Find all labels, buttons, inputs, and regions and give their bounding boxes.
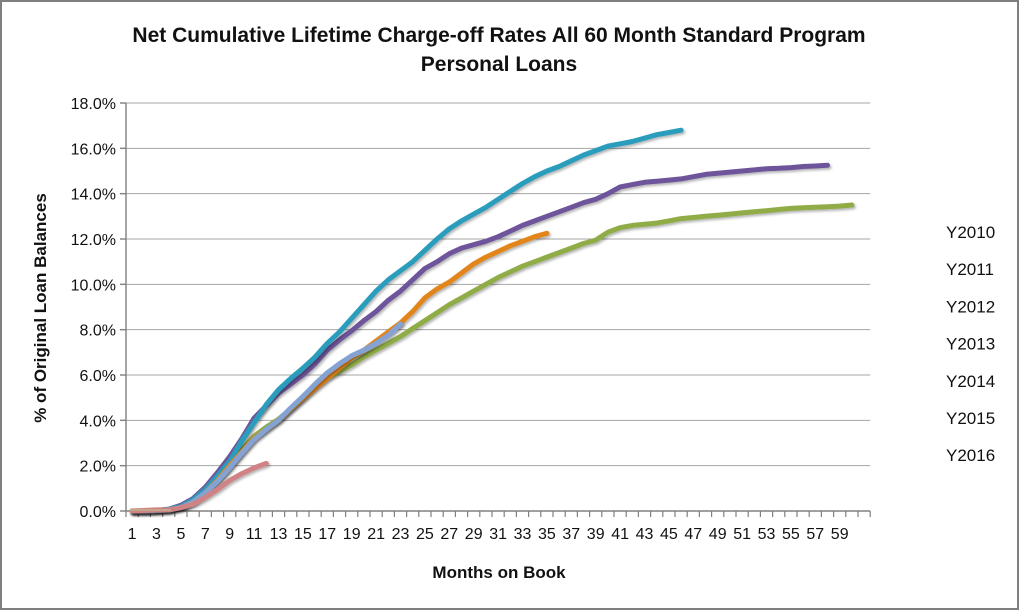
x-tick-label: 45: [660, 526, 678, 543]
legend: Y2010 Y2011 Y2012 Y2013 Y2014 Y2015 Y2016: [894, 223, 995, 465]
x-tick-label: 55: [782, 526, 800, 543]
y-tick-label: 4.0%: [80, 413, 116, 430]
x-tick-label: 5: [176, 526, 185, 543]
x-axis-title: Months on Book: [432, 563, 566, 582]
legend-item-Y2010: Y2010: [894, 223, 995, 242]
x-tick-label: 49: [709, 526, 727, 543]
gridlines: [126, 102, 871, 467]
x-tick-label: 11: [246, 526, 263, 543]
y-tick-label: 12.0%: [71, 232, 116, 249]
legend-label-Y2013: Y2013: [946, 335, 995, 354]
legend-item-Y2014: Y2014: [894, 372, 995, 391]
series-line-Y2010: [129, 202, 855, 514]
chart-title-line2: Personal Loans: [421, 53, 577, 76]
legend-label-Y2012: Y2012: [946, 297, 995, 316]
x-tick-label: 9: [225, 526, 234, 543]
x-tick-label: 33: [514, 526, 532, 543]
legend-item-Y2012: Y2012: [894, 297, 995, 316]
y-tick-label: 16.0%: [71, 141, 116, 158]
x-tick-label: 21: [367, 526, 385, 543]
tick-labels: 0.0% 2.0% 4.0% 6.0% 8.0% 10.0% 12.0% 14.0% 16.0%…: [71, 96, 849, 543]
legend-item-Y2016: Y2016: [894, 446, 995, 465]
x-tick-label: 53: [758, 526, 776, 543]
x-tick-label: 23: [392, 526, 410, 543]
x-tick-label: 37: [562, 526, 580, 543]
y-axis-title: % of Original Loan Balances: [31, 193, 50, 423]
x-tick-label: 41: [611, 526, 629, 543]
y-tick-label: 14.0%: [71, 187, 116, 204]
x-tick-label: 35: [538, 526, 556, 543]
legend-item-Y2015: Y2015: [894, 409, 995, 428]
x-tick-label: 3: [152, 526, 161, 543]
y-tick-label: 10.0%: [71, 277, 116, 294]
x-tick-label: 27: [440, 526, 458, 543]
series-line-Y2015: [129, 460, 269, 514]
series-line-Y2014: [129, 321, 403, 514]
x-tick-label: 17: [318, 526, 336, 543]
y-tick-label: 18.0%: [71, 96, 116, 113]
chart-title-line1: Net Cumulative Lifetime Charge-off Rates…: [132, 24, 865, 47]
legend-label-Y2010: Y2010: [946, 223, 995, 242]
legend-item-Y2013: Y2013: [894, 335, 995, 354]
y-tick-label: 0.0%: [80, 504, 116, 521]
x-tick-label: 15: [294, 526, 312, 543]
x-tick-label: 7: [201, 526, 210, 543]
data-series: [129, 127, 855, 514]
x-tick-label: 57: [806, 526, 824, 543]
x-tick-label: 1: [128, 526, 137, 543]
axes: [120, 102, 871, 517]
x-tick-label: 59: [831, 526, 849, 543]
x-tick-label: 47: [684, 526, 702, 543]
legend-label-Y2011: Y2011: [946, 260, 994, 279]
y-tick-label: 6.0%: [80, 368, 116, 385]
x-tick-label: 51: [733, 526, 751, 543]
x-tick-label: 31: [489, 526, 507, 543]
x-tick-label: 39: [587, 526, 605, 543]
legend-item-Y2011: Y2011: [894, 260, 994, 279]
x-tick-label: 19: [343, 526, 361, 543]
x-tick-label: 29: [465, 526, 483, 543]
x-tick-label: 25: [416, 526, 434, 543]
x-tick-label: 43: [636, 526, 654, 543]
legend-label-Y2014: Y2014: [946, 372, 995, 391]
y-tick-label: 8.0%: [80, 323, 116, 340]
y-tick-label: 2.0%: [80, 459, 116, 476]
x-tick-label: 13: [270, 526, 288, 543]
series-line-Y2012: [129, 127, 684, 514]
legend-label-Y2015: Y2015: [946, 409, 995, 428]
legend-label-Y2016: Y2016: [946, 446, 995, 465]
